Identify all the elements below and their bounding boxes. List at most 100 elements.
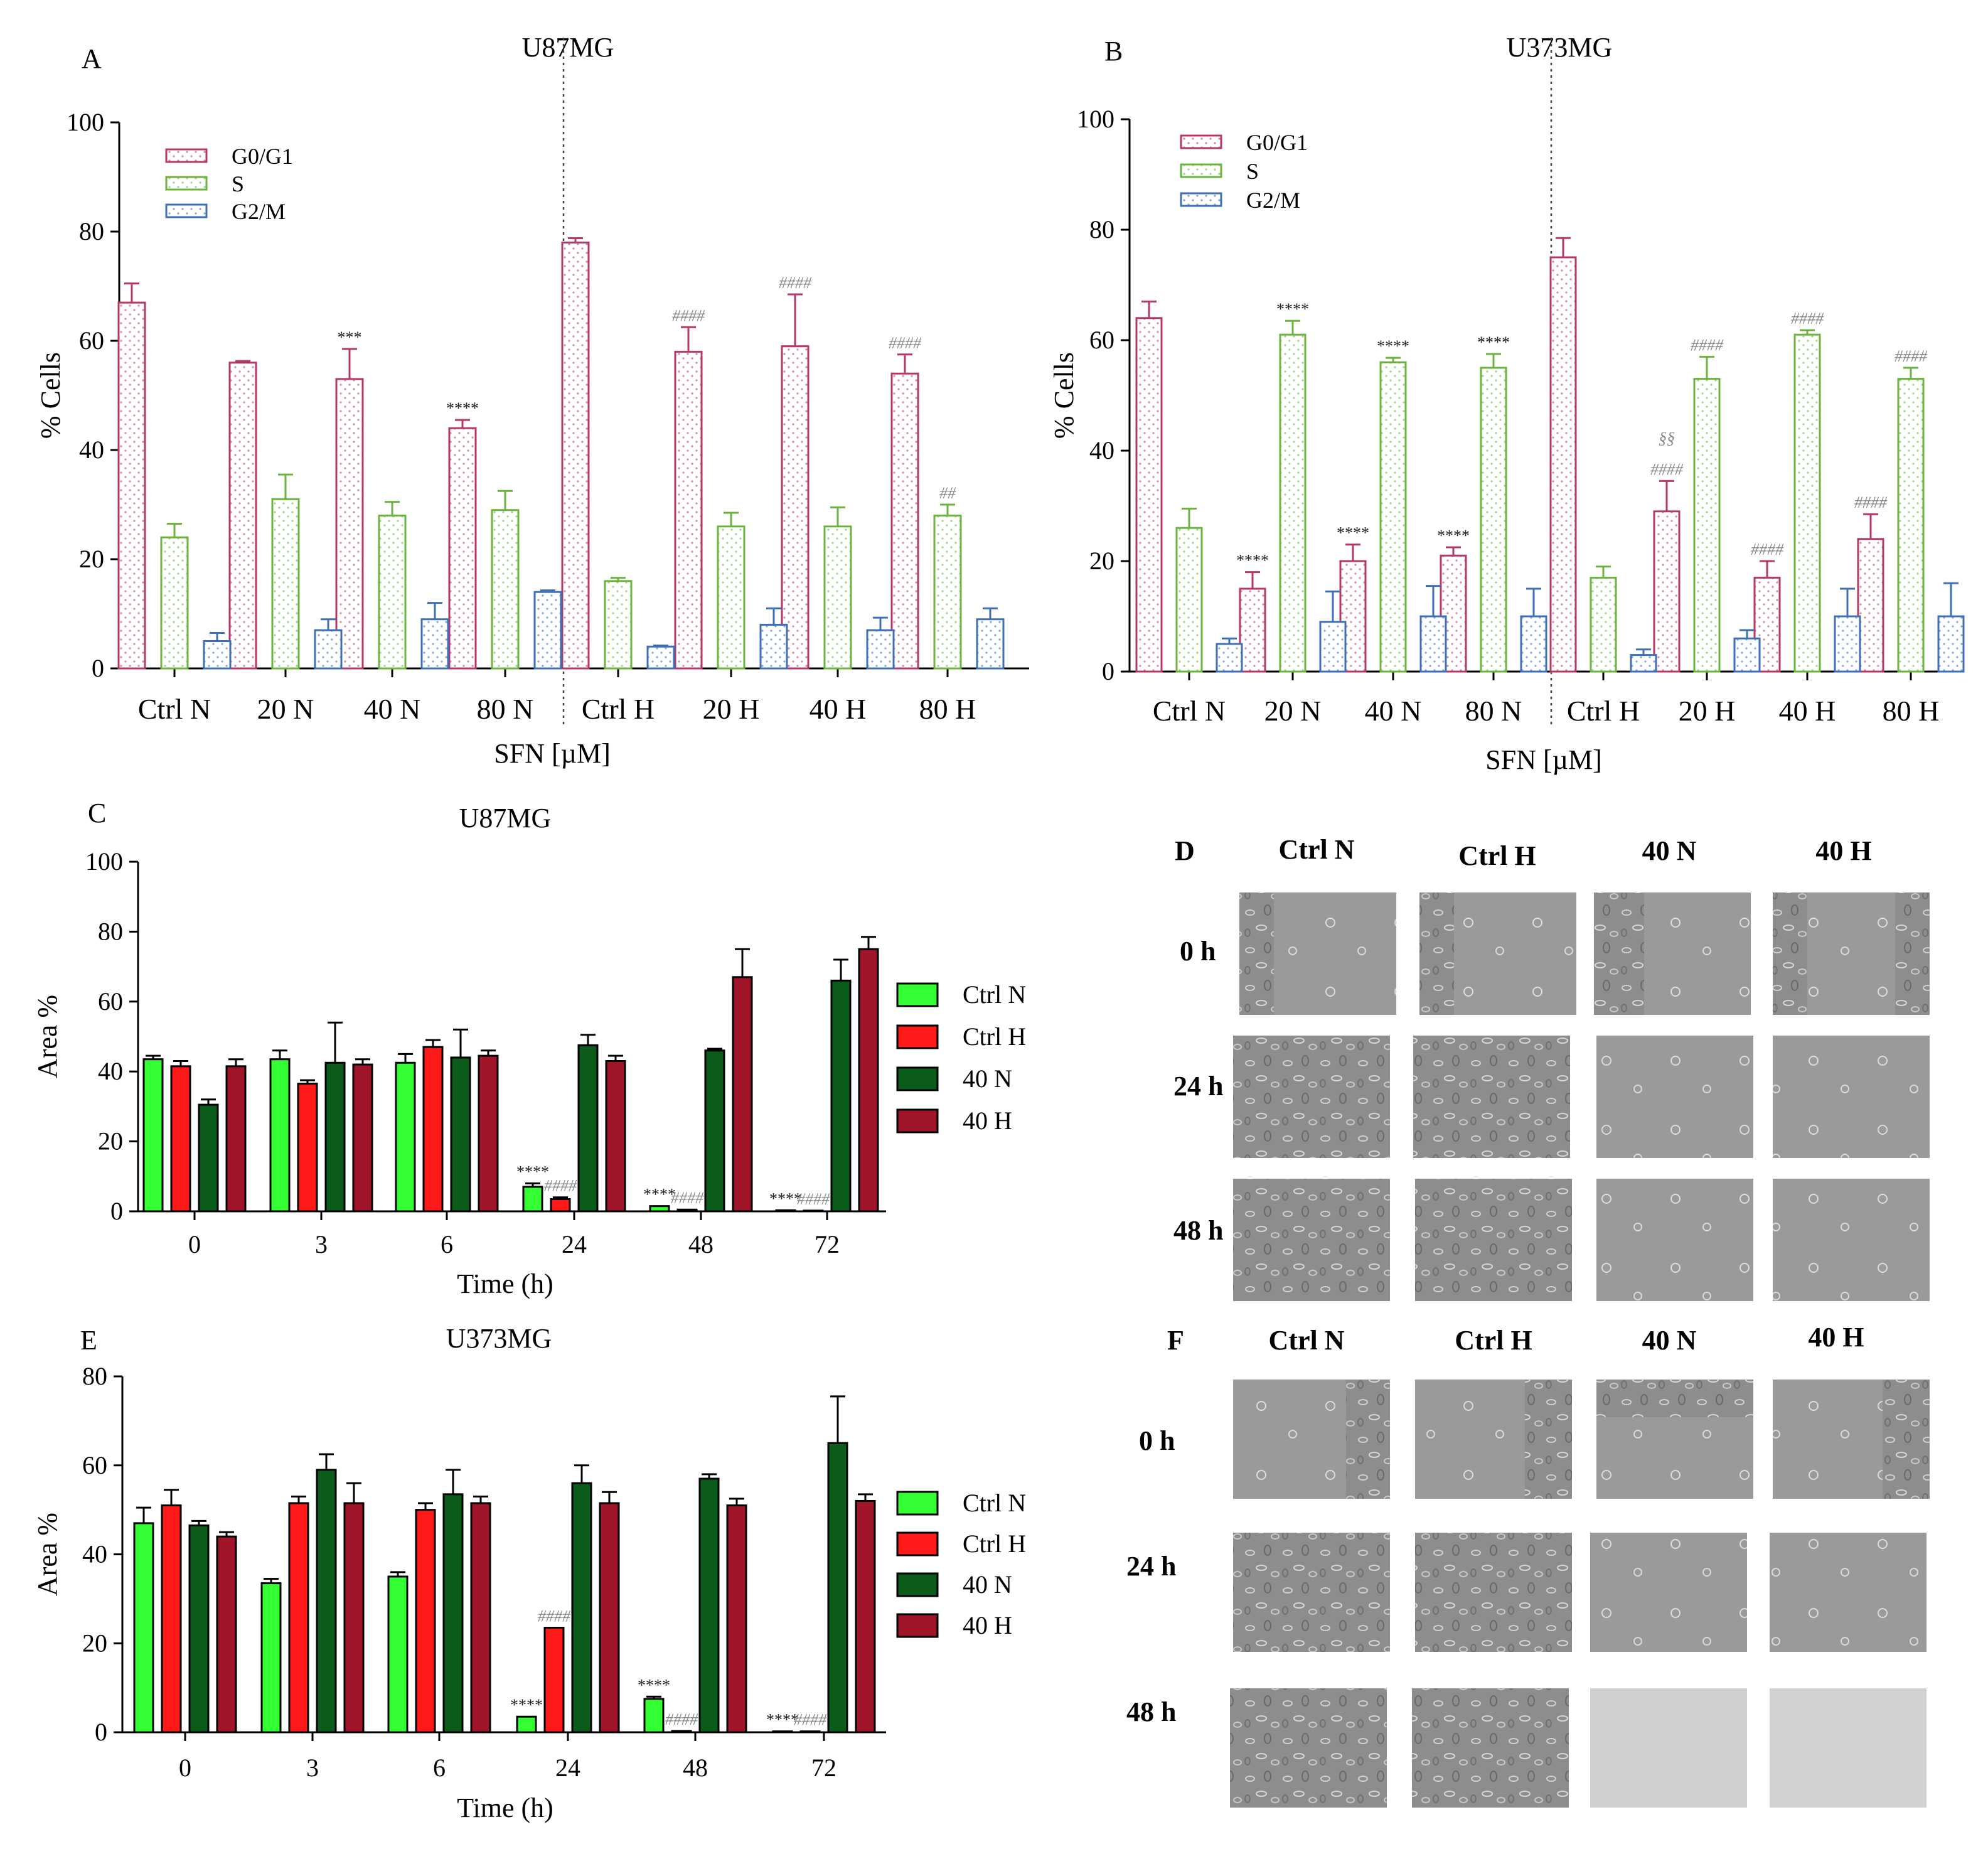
chart-e-bar-40-h-3 xyxy=(599,1502,620,1734)
chart-e-legend-label: 40 H xyxy=(963,1611,1012,1639)
chart-c-xtick-label: 72 xyxy=(815,1230,840,1258)
micrograph-d-40h-0h-edge xyxy=(1773,892,1807,1015)
chart-a-bar-s-2 xyxy=(378,514,407,670)
chart-b-sig-annotation: #### xyxy=(1691,336,1724,354)
chart-e-bar-40-n-2 xyxy=(442,1493,464,1734)
chart-a-bar-g0-g1-6 xyxy=(781,345,810,670)
chart-c-xtick-label: 0 xyxy=(188,1230,201,1258)
chart-a-xtick-label: 40 N xyxy=(364,693,421,725)
chart-e-bar-ctrl-n-2 xyxy=(387,1575,409,1734)
chart-e-bar-40-h-2 xyxy=(470,1502,491,1734)
chart-a-bar-s-4 xyxy=(604,580,633,670)
chart-b-sig-annotation: #### xyxy=(1751,540,1784,559)
chart-a-xtick-label: Ctrl H xyxy=(582,693,655,725)
chart-e-xlabel: Time (h) xyxy=(457,1793,553,1823)
chart-c-bar-40-h-3 xyxy=(605,1059,626,1213)
chart-b: U373MG 0 20 40 60 80 100 % Cells SFN [µM] Ctrl N 2… xyxy=(1049,32,1965,775)
chart-c-bar-40-n-3 xyxy=(577,1044,599,1213)
chart-b-ytick-label: 100 xyxy=(1077,105,1114,133)
chart-c-bar-ctrl-h-3 xyxy=(550,1198,571,1213)
chart-b-ytick-label: 80 xyxy=(1089,215,1114,244)
chart-a-ytick-label: 100 xyxy=(67,108,104,136)
chart-a-bar-g0-g1-4 xyxy=(561,241,590,670)
micro-f-col-ctrl-n: Ctrl N xyxy=(1269,1325,1345,1356)
chart-a-ytick-label: 80 xyxy=(79,217,104,245)
chart-b-bar-s-5 xyxy=(1693,378,1721,673)
micrograph-f-40n-0h-edge xyxy=(1596,1380,1753,1417)
micrograph-f-40h-48h xyxy=(1770,1688,1927,1808)
chart-a-xtick-label: 80 H xyxy=(919,693,976,725)
chart-e-bar-40-h-1 xyxy=(343,1502,365,1734)
chart-c-bar-40-h-2 xyxy=(478,1054,499,1213)
chart-b-sig-annotation: #### xyxy=(1894,347,1928,365)
chart-a-bar-s-6 xyxy=(823,525,852,670)
chart-a-bar-g2-m-2 xyxy=(420,618,449,670)
chart-e-bar-ctrl-n-4 xyxy=(643,1698,665,1734)
chart-e-ytick-label: 40 xyxy=(82,1540,107,1568)
chart-c-xtick-label: 48 xyxy=(688,1230,713,1258)
chart-b-bar-g2-m-5 xyxy=(1733,637,1761,673)
chart-b-bar-g0-g1-4 xyxy=(1549,256,1577,673)
chart-b-sig-annotation: **** xyxy=(1276,300,1309,318)
chart-e-legend-swatch xyxy=(896,1572,939,1597)
chart-e-ylabel: Area % xyxy=(32,1513,63,1596)
micro-f-row-48h: 48 h xyxy=(1126,1696,1176,1727)
micrograph-d-40n-0h-edge xyxy=(1594,892,1644,1015)
chart-b-ytick-label: 60 xyxy=(1089,326,1114,354)
chart-b-bar-g0-g1-0 xyxy=(1135,317,1163,673)
chart-b-bar-g2-m-4 xyxy=(1630,654,1657,673)
chart-b-xtick-label: Ctrl N xyxy=(1153,695,1226,727)
chart-e-xtick-label: 72 xyxy=(811,1754,836,1782)
chart-b-legend-swatch xyxy=(1180,134,1222,149)
chart-a-bar-g0-g1-5 xyxy=(674,350,703,670)
micrograph-d-ctrl-h-24h xyxy=(1413,1036,1570,1158)
chart-c-legend-label: Ctrl N xyxy=(963,980,1026,1009)
micro-d-row-48h: 48 h xyxy=(1173,1215,1223,1246)
chart-e-bar-ctrl-h-2 xyxy=(415,1509,436,1734)
chart-c: U87MG 0 20 40 60 80 100 Area % Time (h) 0 3 6 24 48 72… xyxy=(32,803,1026,1299)
micrograph-d-ctrl-h-48h xyxy=(1415,1179,1572,1301)
chart-b-sig-annotation: #### xyxy=(1650,460,1684,478)
chart-e-xtick-label: 6 xyxy=(433,1754,446,1782)
chart-a-legend-label: G0/G1 xyxy=(232,144,293,169)
chart-a-bar-g0-g1-3 xyxy=(448,427,477,670)
chart-a-sig-annotation: #### xyxy=(889,334,922,352)
chart-e-xtick-label: 3 xyxy=(306,1754,319,1782)
chart-e-xtick-label: 48 xyxy=(683,1754,708,1782)
chart-a-xlabel: SFN [µM] xyxy=(494,738,611,769)
chart-b-sig-annotation: §§ xyxy=(1659,429,1675,447)
chart-c-ytick-label: 0 xyxy=(110,1197,123,1225)
chart-a-xtick-label: 80 N xyxy=(477,693,534,725)
chart-b-ylabel: % Cells xyxy=(1049,352,1079,439)
chart-a-bar-s-3 xyxy=(491,509,520,670)
chart-b-ytick-label: 20 xyxy=(1089,547,1114,575)
chart-c-bar-ctrl-h-1 xyxy=(297,1083,318,1213)
chart-b-xtick-label: 80 N xyxy=(1465,695,1522,727)
chart-a-legend-swatch xyxy=(165,203,208,218)
chart-c-legend-swatch xyxy=(896,982,939,1007)
chart-c-bar-40-n-2 xyxy=(450,1056,471,1213)
chart-b-title: U373MG xyxy=(1507,32,1613,63)
chart-b-xtick-label: 40 N xyxy=(1365,695,1422,727)
chart-e: U373MG 0 20 40 60 80 Area % Time (h) 0 3 6 24 48 72 **… xyxy=(32,1323,1026,1823)
chart-e-bar-40-n-3 xyxy=(571,1482,592,1734)
micro-d-col-40n: 40 N xyxy=(1642,835,1697,866)
chart-b-ytick-label: 0 xyxy=(1102,657,1114,685)
panel-letter-d: D xyxy=(1175,835,1195,866)
chart-a-bar-s-5 xyxy=(717,525,746,670)
micrograph-f-40n-48h xyxy=(1590,1688,1747,1808)
chart-e-legend-label: Ctrl N xyxy=(963,1489,1026,1517)
micrograph-f-ctrl-n-24h xyxy=(1233,1533,1390,1652)
chart-b-xtick-label: 80 H xyxy=(1883,695,1940,727)
chart-e-sig-annotation: **** xyxy=(510,1696,543,1714)
chart-e-bar-40-h-4 xyxy=(726,1504,747,1734)
chart-b-ytick-label: 40 xyxy=(1089,436,1114,464)
chart-c-bar-ctrl-h-4 xyxy=(676,1208,698,1213)
micrograph-grid-d: Ctrl N Ctrl H 40 N 40 H 0 h 24 h 48 h xyxy=(1173,834,1930,1301)
chart-c-ytick-label: 100 xyxy=(85,847,123,876)
chart-e-bar-ctrl-n-3 xyxy=(516,1715,537,1734)
chart-c-bar-ctrl-h-0 xyxy=(170,1065,191,1213)
panel-letter-e: E xyxy=(80,1325,97,1356)
chart-a-bar-s-1 xyxy=(271,498,300,670)
